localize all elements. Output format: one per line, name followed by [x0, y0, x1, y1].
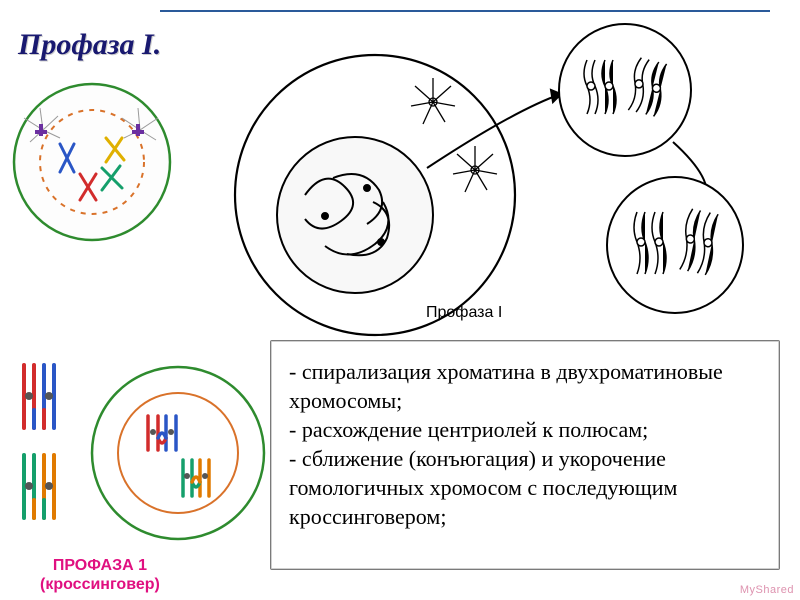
crossover-caption: ПРОФАЗА 1(кроссинговер): [40, 556, 160, 594]
bw-caption: Профаза I: [426, 304, 502, 322]
desc-line-1: - спирализация хроматина в двухроматинов…: [289, 357, 761, 415]
desc-line-2: - расхождение центриолей к полюсам;: [289, 415, 761, 444]
diagram-bw-prophase: [175, 20, 775, 340]
top-rule: [160, 10, 770, 12]
page-title: Профаза I.: [18, 28, 161, 62]
title-text: Профаза I.: [18, 28, 161, 61]
diagram-small-cell: [10, 80, 175, 245]
cell-membrane: [14, 84, 170, 240]
detail-circle-1: [559, 24, 691, 156]
desc-line-3: - сближение (конъюгация) и укорочение го…: [289, 444, 761, 531]
nucleus-outline: [277, 137, 433, 293]
description-box: - спирализация хроматина в двухроматинов…: [270, 340, 780, 570]
bw-caption-text: Профаза I: [426, 304, 502, 321]
bivalent-green-orange: [24, 455, 54, 518]
diagram-crossover: [8, 335, 268, 575]
watermark: MyShared: [740, 584, 794, 596]
crossover-caption-line1: ПРОФАЗА 1(кроссинговер): [40, 557, 160, 593]
bivalent-red-blue: [24, 365, 54, 428]
watermark-text: MyShared: [740, 584, 794, 596]
detail-circle-2: [607, 177, 743, 313]
